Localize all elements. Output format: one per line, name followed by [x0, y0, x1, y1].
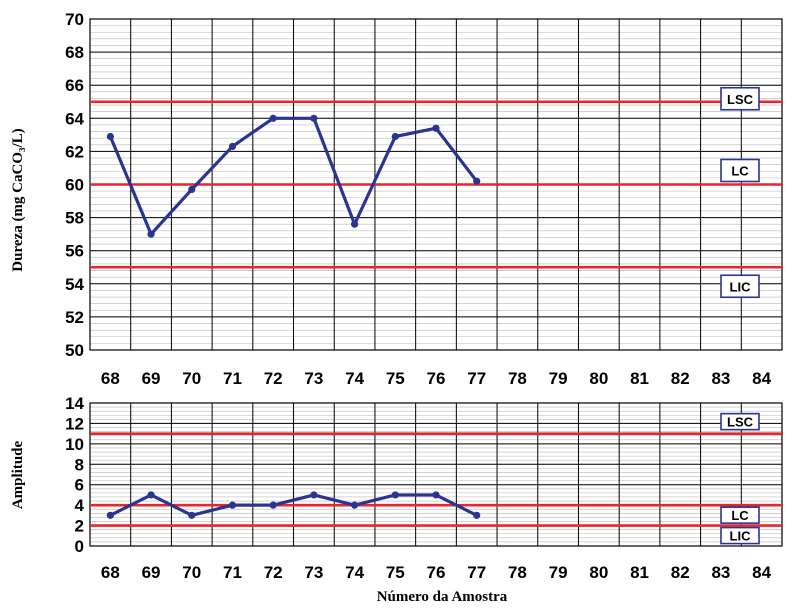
y-tick-label: 8: [75, 455, 84, 474]
y-tick-label: 56: [65, 242, 84, 261]
data-point: [269, 114, 277, 122]
x-tick-label: 81: [630, 563, 649, 582]
bottom-chart-y-axis-label: Amplitude: [10, 440, 26, 509]
x-tick-label: 69: [142, 369, 161, 388]
data-point: [350, 501, 359, 509]
x-tick-label: 72: [264, 563, 283, 582]
x-tick-label: 79: [549, 563, 568, 582]
x-tick-label: 76: [427, 563, 446, 582]
x-tick-label: 80: [589, 369, 608, 388]
x-tick-label: 84: [752, 369, 771, 388]
x-tick-label: 80: [589, 563, 608, 582]
y-tick-label: 0: [75, 537, 84, 556]
limit-label-box: [720, 506, 760, 524]
limit-label-box: [720, 274, 760, 299]
data-point: [106, 132, 114, 141]
x-tick-label: 68: [101, 369, 120, 388]
data-point: [391, 491, 399, 499]
data-point: [147, 491, 155, 499]
x-tick-label: 78: [508, 563, 527, 582]
x-tick-label: 69: [142, 563, 161, 582]
data-point: [106, 511, 114, 519]
data-point: [391, 132, 399, 141]
bottom-plot-frame: [89, 402, 783, 547]
limit-label-lic: LIC: [730, 529, 752, 544]
x-axis-label: Número da Amostra: [377, 589, 508, 605]
y-tick-label: 50: [65, 341, 84, 360]
data-point: [432, 491, 440, 499]
limit-label-box: [720, 412, 760, 431]
limit-label-lc: LC: [731, 508, 749, 523]
data-point: [310, 491, 318, 499]
y-tick-label: 54: [65, 275, 84, 294]
x-tick-label: 73: [304, 563, 323, 582]
top-chart: 50 52 54 56 58 60 62 64 66 68 70 68 69 70 71 72 73 74 75 76…: [65, 10, 783, 388]
x-tick-label: 76: [427, 369, 446, 388]
x-tick-label: 75: [386, 563, 405, 582]
y-tick-label: 52: [65, 308, 84, 327]
data-point: [188, 511, 196, 519]
x-tick-label: 81: [630, 369, 649, 388]
y-tick-label: 4: [75, 496, 85, 515]
limit-label-lsc: LSC: [727, 92, 754, 107]
data-point: [228, 501, 237, 509]
x-tick-label: 73: [304, 369, 323, 388]
x-tick-label: 74: [345, 369, 364, 388]
x-tick-label: 70: [182, 369, 201, 388]
x-tick-label: 75: [386, 369, 405, 388]
limit-label-box: [720, 86, 760, 111]
y-tick-label: 62: [65, 142, 84, 161]
top-series-line: [108, 116, 478, 236]
limit-label-lic: LIC: [730, 279, 752, 294]
x-tick-label: 77: [467, 369, 486, 388]
data-point: [147, 230, 155, 238]
x-tick-label: 79: [549, 369, 568, 388]
limit-label-box: [720, 526, 760, 545]
data-point: [228, 142, 237, 151]
y-tick-label: 66: [65, 76, 84, 95]
x-tick-label: 82: [671, 369, 690, 388]
y-tick-label: 2: [75, 517, 84, 536]
x-tick-label: 74: [345, 563, 364, 582]
x-tick-label: 70: [182, 563, 201, 582]
y-tick-label: 14: [65, 394, 84, 413]
x-tick-label: 77: [467, 563, 486, 582]
data-point: [269, 501, 277, 509]
y-tick-label: 10: [65, 435, 84, 454]
bottom-series-line: [109, 493, 478, 517]
data-point: [473, 511, 481, 519]
data-point: [473, 177, 481, 185]
y-tick-label: 64: [65, 109, 84, 128]
x-tick-label: 71: [223, 563, 242, 582]
y-tick-label: 6: [75, 476, 84, 495]
y-tick-label: 58: [65, 209, 84, 228]
x-tick-label: 83: [711, 369, 730, 388]
top-chart-y-axis-label: Dureza (mg CaCO₃/L): [10, 128, 26, 271]
x-tick-label: 84: [752, 563, 771, 582]
y-tick-label: 70: [65, 10, 84, 29]
x-tick-label: 82: [671, 563, 690, 582]
data-point: [310, 114, 318, 122]
y-tick-label: 60: [65, 176, 84, 195]
x-tick-label: 83: [711, 563, 730, 582]
limit-label-lc: LC: [731, 164, 749, 179]
y-tick-label: 12: [65, 414, 84, 433]
data-point: [188, 185, 196, 194]
x-tick-label: 78: [508, 369, 527, 388]
x-tick-label: 68: [101, 563, 120, 582]
x-tick-label: 72: [264, 369, 283, 388]
data-point: [350, 220, 359, 228]
data-point: [432, 124, 440, 132]
limit-label-lsc: LSC: [727, 415, 754, 430]
x-tick-label: 71: [223, 369, 242, 388]
limit-label-box: [720, 158, 760, 183]
y-tick-label: 68: [65, 43, 84, 62]
